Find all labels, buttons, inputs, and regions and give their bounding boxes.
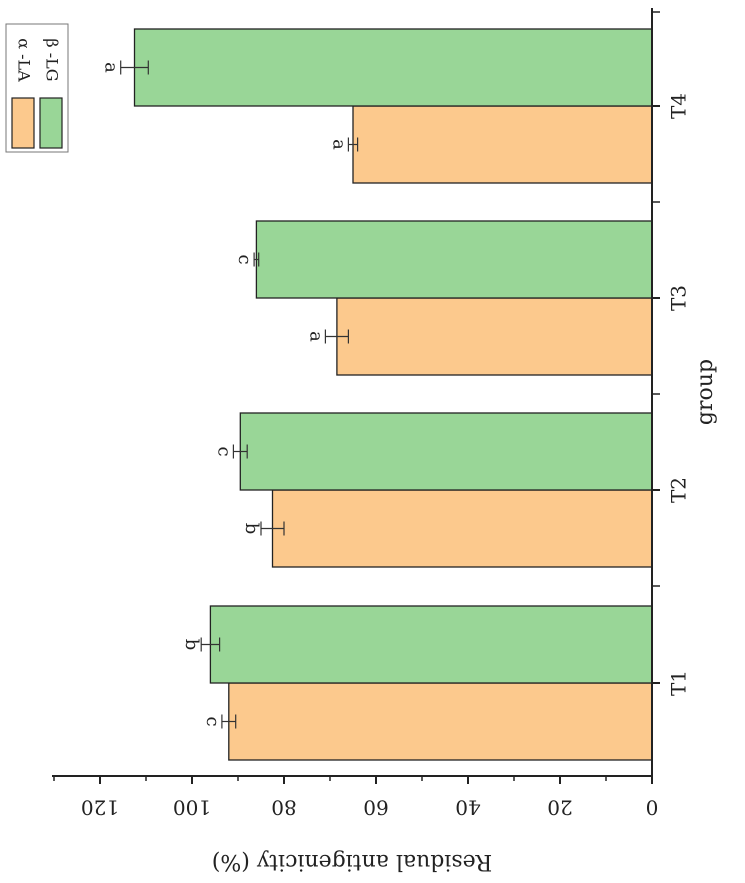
bar-beta-lg-t1 <box>210 606 652 683</box>
legend: α -LA β -LG <box>6 24 68 152</box>
significance-letter-beta-lg-t4: a <box>101 62 122 73</box>
significance-letter-alpha-la-t2: b <box>241 523 262 535</box>
category-tick-label-t1: T1 <box>667 670 691 696</box>
significance-letter-alpha-la-t1: c <box>202 716 223 726</box>
bars-layer <box>135 29 653 760</box>
significance-letter-beta-lg-t3: c <box>234 254 255 264</box>
legend-label-beta-lg: β -LG <box>43 38 62 81</box>
significance-letter-beta-lg-t1: b <box>181 639 202 651</box>
legend-label-alpha-la: α -LA <box>15 38 34 82</box>
bar-beta-lg-t2 <box>240 413 652 490</box>
value-tick-label-120: 120 <box>81 796 119 820</box>
value-axis-title: Residual antigenicity (%) <box>212 849 492 874</box>
value-tick-label-100: 100 <box>173 796 211 820</box>
legend-swatch-alpha-la <box>12 98 34 148</box>
category-tick-label-t3: T3 <box>667 285 691 311</box>
significance-letter-alpha-la-t3: a <box>305 331 326 342</box>
significance-letter-alpha-la-t4: a <box>328 139 349 150</box>
bar-beta-lg-t4 <box>135 29 653 106</box>
value-tick-label-40: 40 <box>455 796 480 820</box>
value-tick-label-0: 0 <box>646 796 659 820</box>
bar-alpha-la-t3 <box>337 298 652 375</box>
bar-alpha-la-t4 <box>353 106 652 183</box>
value-tick-label-20: 20 <box>547 796 572 820</box>
value-axis-ticks: 0 20 40 60 80 100 120 <box>54 776 658 820</box>
value-tick-label-60: 60 <box>363 796 388 820</box>
significance-letter-beta-lg-t2: c <box>213 446 234 456</box>
category-axis-title: group <box>693 359 718 425</box>
legend-swatch-beta-lg <box>40 98 62 148</box>
bar-beta-lg-t3 <box>256 221 652 298</box>
category-tick-label-t4: T4 <box>667 93 691 119</box>
bar-alpha-la-t2 <box>273 490 653 567</box>
category-tick-label-t2: T2 <box>667 477 691 503</box>
category-axis-ticks: T1 T2 T3 T4 <box>652 12 691 696</box>
bar-alpha-la-t1 <box>229 683 652 760</box>
value-tick-label-80: 80 <box>271 796 296 820</box>
